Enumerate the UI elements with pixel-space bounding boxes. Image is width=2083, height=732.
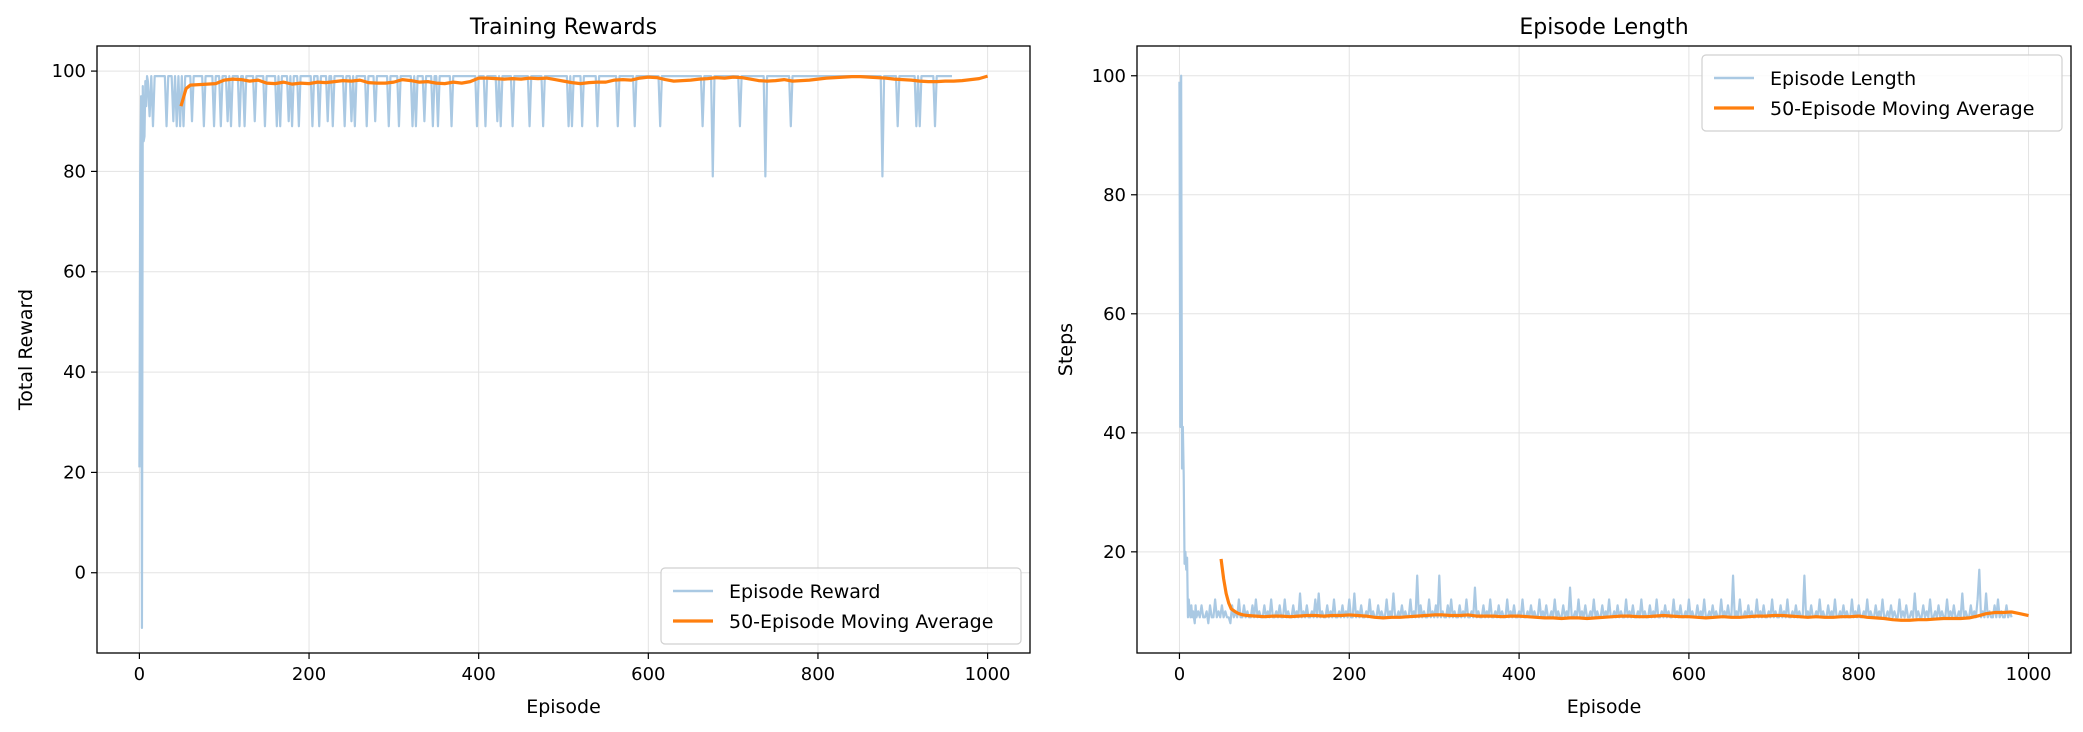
length-y-axis-label: Steps <box>1055 323 1077 376</box>
length-y-tick-label: 80 <box>1103 185 1126 206</box>
length-series-avg-line <box>1219 558 2029 622</box>
length-x-tick-label: 1000 <box>2006 664 2052 685</box>
rewards-title: Training Rewards <box>469 15 657 40</box>
length-x-axis-label: Episode <box>1567 696 1642 718</box>
length-x-tick-label: 800 <box>1842 664 1876 685</box>
length-legend-box <box>1701 54 2063 132</box>
length-legend: Episode Length 50-Episode Moving Average <box>1701 54 2063 132</box>
length-x-tick-label: 0 <box>1174 664 1185 685</box>
rewards-plot-area <box>97 46 1030 653</box>
length-chart: 0 200 400 600 800 1000 20 40 60 80 100 Episode Leng… <box>1055 15 2072 718</box>
length-legend-label: Episode Length <box>1770 68 1916 90</box>
length-x-tick-label: 200 <box>1332 664 1366 685</box>
rewards-legend-box <box>660 567 1022 645</box>
length-plot-area <box>1137 46 2071 653</box>
rewards-x-tick-label: 1000 <box>965 664 1011 685</box>
rewards-x-tick-label: 400 <box>462 664 496 685</box>
rewards-x-tick-label: 0 <box>134 664 145 685</box>
rewards-legend-label: Episode Reward <box>729 581 880 603</box>
rewards-legend: Episode Reward 50-Episode Moving Average <box>660 567 1022 645</box>
length-y-tick-label: 60 <box>1103 304 1126 325</box>
rewards-series-raw-line <box>138 75 952 630</box>
rewards-y-tick-label: 0 <box>75 563 86 584</box>
rewards-y-tick-label: 40 <box>63 362 86 383</box>
rewards-x-tick-label: 600 <box>631 664 665 685</box>
rewards-axes-frame <box>96 45 1031 654</box>
rewards-chart: 0 200 400 600 800 1000 0 20 40 60 80 100 Training Re… <box>15 15 1031 718</box>
length-legend-label: 50-Episode Moving Average <box>1770 98 2034 120</box>
length-y-tick-label: 40 <box>1103 423 1126 444</box>
length-axes-frame <box>1136 45 2072 654</box>
rewards-x-tick-label: 200 <box>292 664 326 685</box>
rewards-x-tick-label: 800 <box>801 664 835 685</box>
rewards-series-avg-line <box>179 74 989 107</box>
length-x-tick-label: 600 <box>1672 664 1706 685</box>
length-y-tick-label: 100 <box>1092 66 1126 87</box>
length-x-tick-label: 400 <box>1502 664 1536 685</box>
length-y-tick-label: 20 <box>1103 542 1126 563</box>
rewards-legend-label: 50-Episode Moving Average <box>729 611 993 633</box>
rewards-x-axis-label: Episode <box>526 696 601 718</box>
length-title: Episode Length <box>1519 15 1688 40</box>
rewards-y-tick-label: 100 <box>52 61 86 82</box>
rewards-y-tick-label: 60 <box>63 262 86 283</box>
rewards-y-axis-label: Total Reward <box>15 289 37 411</box>
rewards-y-tick-label: 80 <box>63 161 86 182</box>
rewards-y-tick-label: 20 <box>63 462 86 483</box>
